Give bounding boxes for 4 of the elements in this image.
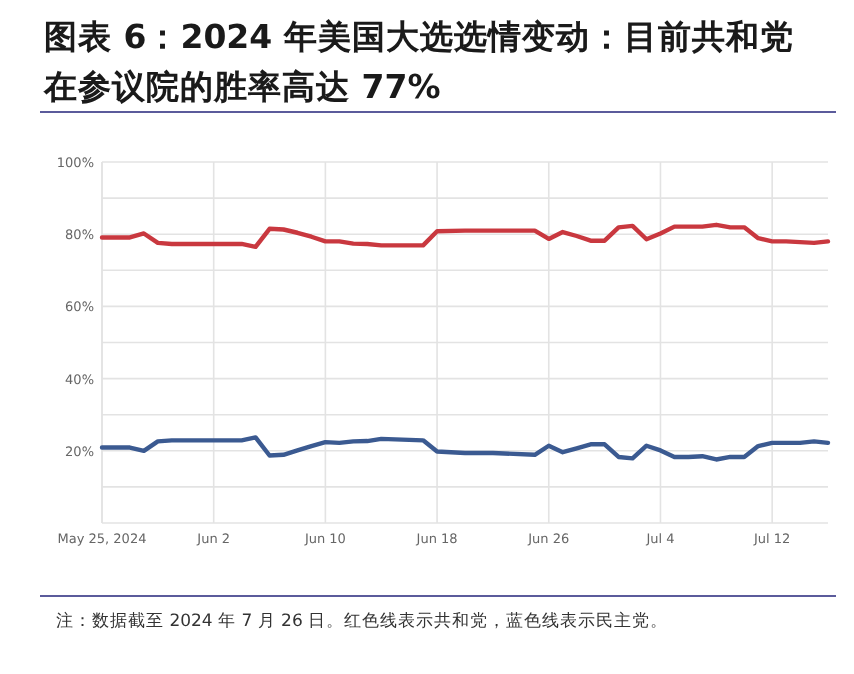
chart-title: 图表 6：2024 年美国大选选情变动：目前共和党在参议院的胜率高达 77% bbox=[42, 18, 794, 106]
line-series bbox=[99, 435, 831, 462]
text: 注：数据截至 2024 年 7 月 26 日。红色线表示共和党，蓝色线表示民主党。 bbox=[56, 610, 669, 632]
line-series bbox=[99, 222, 831, 250]
